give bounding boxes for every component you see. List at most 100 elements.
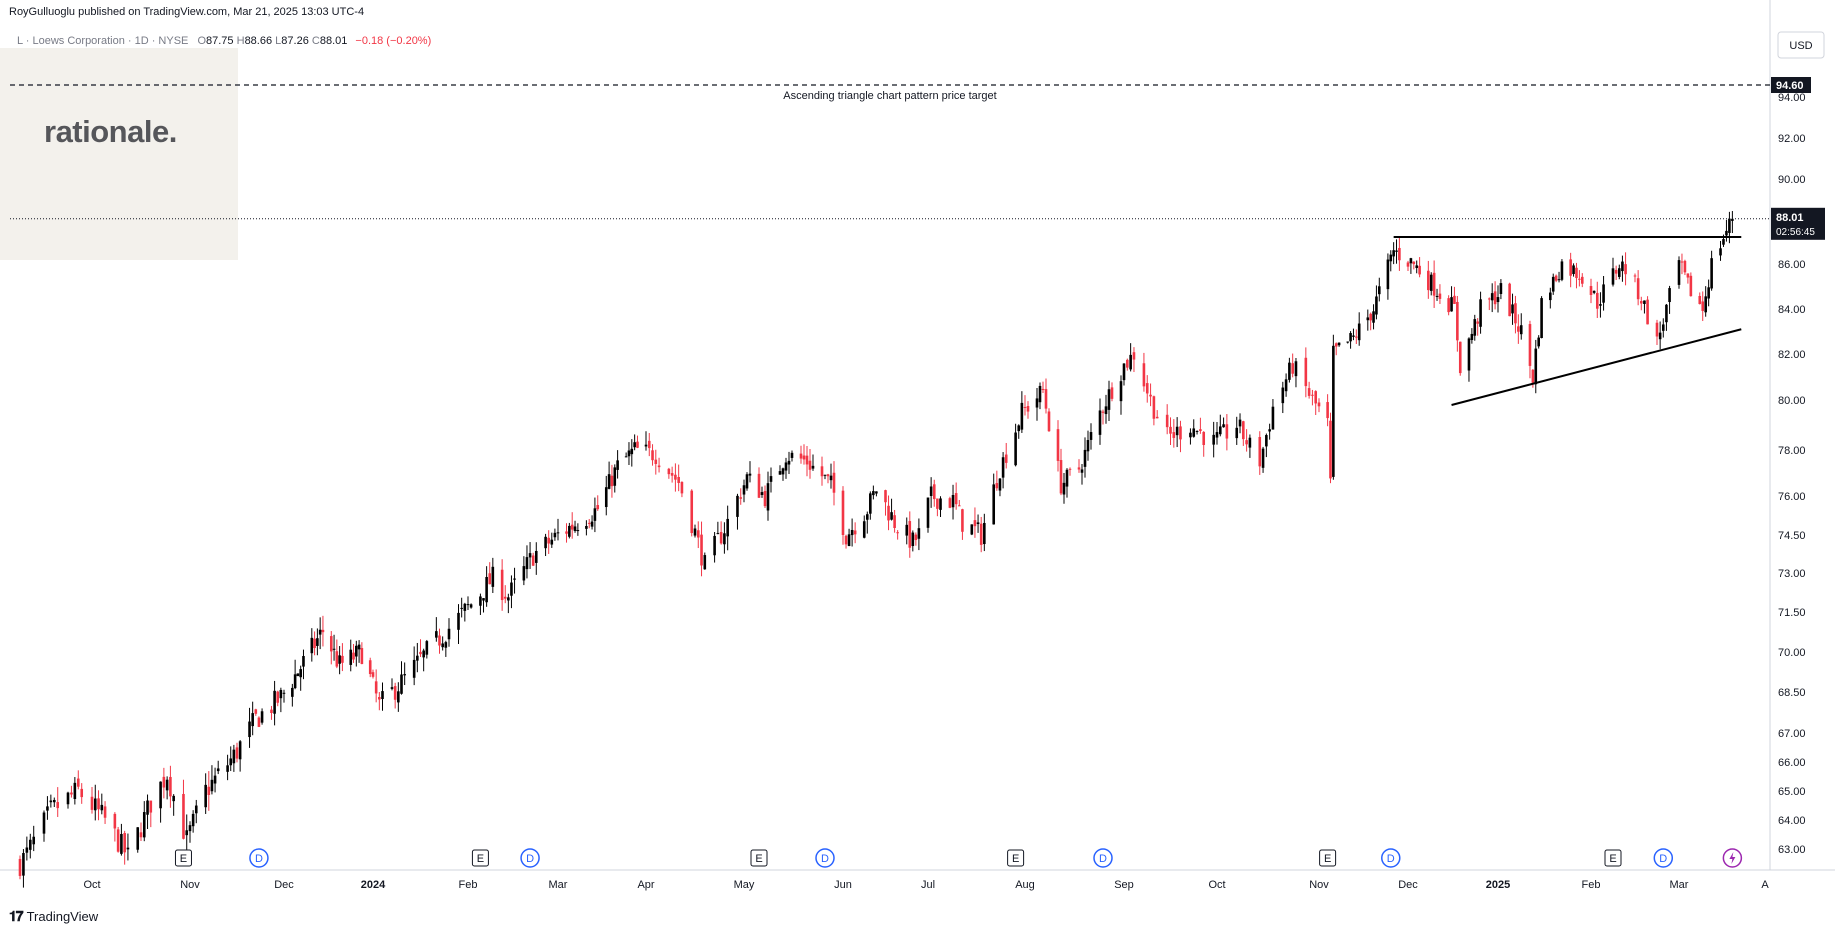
candle-body	[893, 515, 896, 528]
candle-body	[185, 830, 189, 836]
tradingview-logo-icon: 𝟏𝟕	[9, 908, 24, 924]
candle-body	[951, 495, 955, 508]
candle-body	[1332, 345, 1335, 477]
candle-body	[587, 522, 591, 524]
candle-body	[270, 709, 273, 713]
candle-body	[1467, 338, 1471, 371]
candle-body	[1001, 457, 1005, 478]
candle-body	[381, 691, 384, 700]
candle-body	[1415, 265, 1419, 269]
candle-body	[1554, 275, 1558, 281]
candle-body	[390, 687, 394, 689]
candle-body	[1059, 460, 1063, 494]
x-tick-label: 2024	[361, 879, 386, 891]
candle-body	[1595, 292, 1599, 309]
candle-body	[329, 636, 333, 652]
candle-body	[113, 813, 117, 829]
candle-body	[1268, 429, 1271, 432]
candle-body	[1458, 341, 1462, 374]
candle-body	[1450, 297, 1453, 312]
candle-body	[1294, 361, 1298, 377]
candle-body	[1083, 449, 1087, 467]
candle-body	[1569, 259, 1572, 276]
dividend-marker-label: D	[1659, 853, 1667, 865]
x-tick-label: Nov	[180, 879, 200, 891]
candle-body	[191, 813, 195, 827]
candle-body	[961, 509, 964, 532]
candle-body	[905, 524, 909, 536]
candle-body	[748, 473, 752, 476]
candle-body	[677, 476, 680, 483]
candle-body	[1329, 420, 1332, 479]
tradingview-brand[interactable]: 𝟏𝟕 TradingView	[9, 908, 98, 925]
candle-body	[235, 747, 239, 759]
candle-body	[1496, 297, 1500, 303]
candle-body	[1222, 424, 1225, 428]
candle-body	[954, 493, 958, 505]
candle-body	[651, 450, 654, 461]
candle-body	[1195, 430, 1199, 432]
candle-body	[1215, 432, 1219, 438]
candle-body	[460, 607, 463, 609]
candle-body	[525, 557, 529, 570]
candle-body	[293, 674, 297, 689]
countdown-label: 02:56:45	[1776, 227, 1815, 238]
candle-body	[1334, 343, 1338, 347]
candle-body	[929, 486, 933, 496]
candle-body	[335, 651, 339, 667]
candle-body	[1731, 218, 1734, 221]
legend-high-label: H	[236, 35, 245, 47]
y-tick-label: 82.00	[1778, 349, 1806, 361]
candle-body	[778, 471, 782, 475]
y-tick-label: 86.00	[1778, 259, 1806, 271]
candle-body	[1346, 341, 1350, 343]
candle-body	[726, 518, 729, 537]
candle-body	[216, 768, 220, 772]
candle-body	[194, 805, 198, 814]
candle-body	[713, 535, 716, 556]
candle-body	[1245, 440, 1248, 445]
candle-body	[291, 687, 294, 697]
candle-body	[657, 465, 661, 468]
candle-body	[593, 508, 597, 521]
candle-body	[1291, 363, 1294, 374]
candle-body	[644, 444, 648, 447]
y-tick-label: 67.00	[1778, 728, 1806, 740]
dividend-marker-label: D	[526, 853, 534, 865]
candle-body	[310, 637, 314, 654]
candle-body	[869, 493, 872, 514]
candle-body	[654, 459, 658, 464]
candle-body	[93, 798, 97, 811]
candle-body	[341, 655, 344, 663]
candle-body	[805, 455, 809, 465]
candle-body	[887, 505, 890, 521]
candle-body	[1655, 322, 1659, 337]
candle-body	[1271, 406, 1275, 430]
earnings-marker-label: E	[1324, 853, 1331, 865]
candle-body	[500, 569, 504, 601]
candle-body	[491, 566, 495, 587]
candle-body	[590, 521, 594, 527]
candle-body	[321, 629, 325, 633]
candle-body	[1409, 258, 1413, 264]
candle-body	[28, 839, 32, 850]
candle-body	[232, 749, 236, 764]
candle-body	[853, 530, 857, 535]
candle-body	[332, 648, 336, 650]
candle-body	[1377, 286, 1381, 295]
y-tick-label: 71.50	[1778, 607, 1806, 619]
candle-body	[1499, 283, 1503, 294]
dividend-marker	[520, 848, 540, 868]
x-tick-label: Jul	[921, 879, 935, 891]
candle-body	[368, 660, 372, 675]
candle-body	[1175, 426, 1179, 436]
candle-body	[1375, 296, 1378, 315]
candle-body	[1179, 426, 1182, 440]
dividend-marker-label: D	[821, 853, 829, 865]
candle-body	[355, 645, 358, 657]
candle-body	[1337, 342, 1341, 346]
candle-body	[66, 792, 70, 805]
legend-high: 88.66	[244, 35, 273, 47]
candle-body	[896, 532, 899, 534]
